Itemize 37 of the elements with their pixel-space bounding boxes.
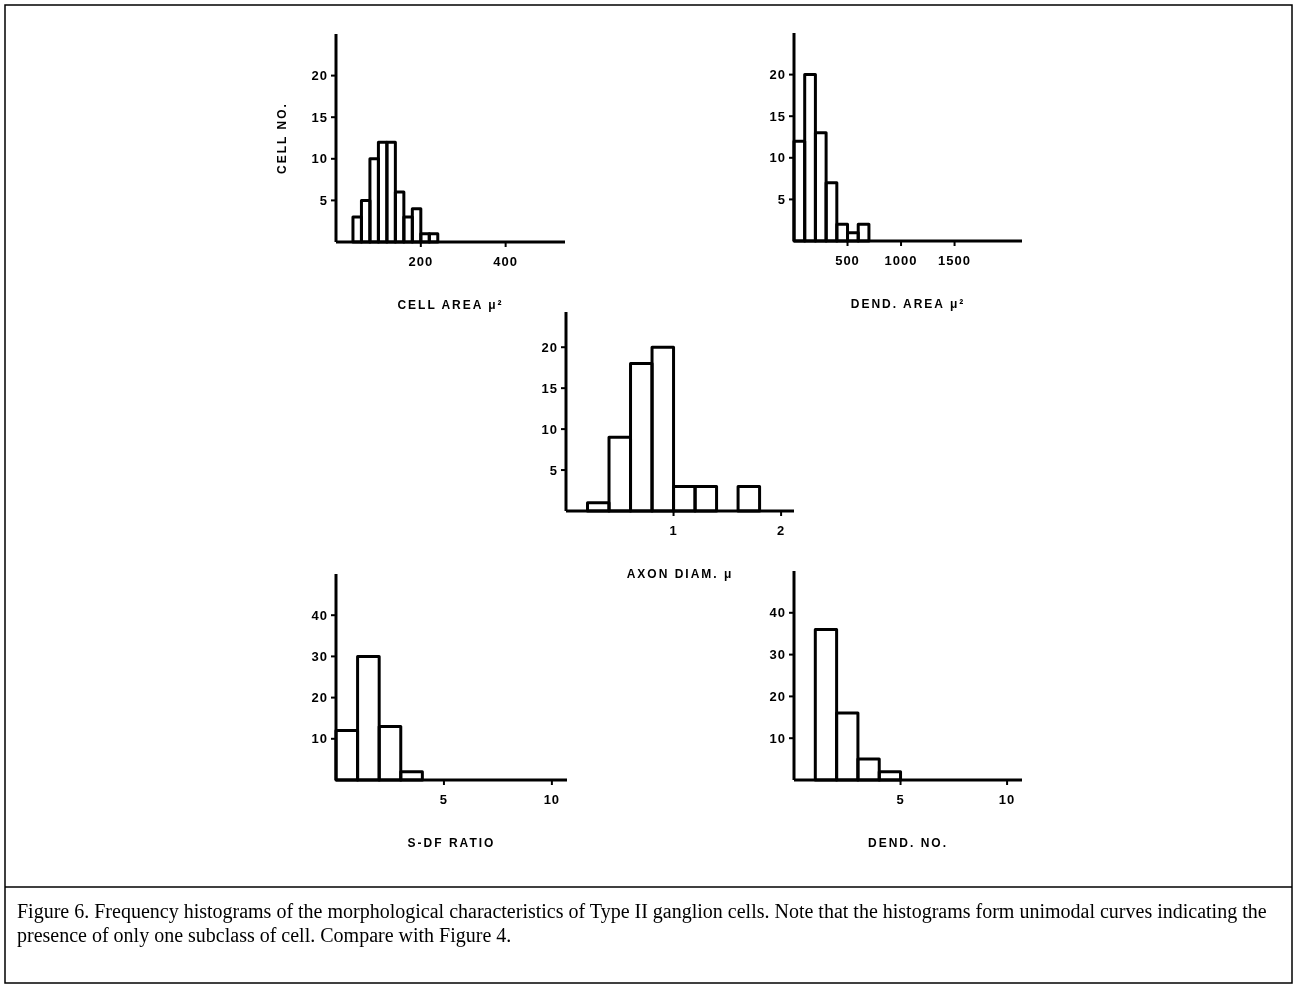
x-tick-label: 1 xyxy=(669,523,678,538)
x-axis-title: CELL AREA μ² xyxy=(397,298,504,312)
y-tick-label: 40 xyxy=(769,605,786,621)
x-axis-title: S-DF RATIO xyxy=(407,836,496,850)
y-tick-label: 30 xyxy=(311,648,328,664)
x-tick-label: 2 xyxy=(776,523,786,538)
y-tick-label: 20 xyxy=(311,68,328,84)
x-tick-label: 10 xyxy=(998,792,1016,807)
y-tick-label: 20 xyxy=(769,67,786,83)
y-tick-label: 10 xyxy=(769,730,786,746)
caption: Figure 6. Frequency histograms of the morphological characteristics of Type II ganglion cells. Note that the histograms form unimodal curves indicating the presence of only one subclass of cell. Compare with Figure 4. xyxy=(17,900,1267,947)
y-axis-title: CELL NO. xyxy=(275,102,289,174)
y-tick-label: 40 xyxy=(311,607,328,623)
x-tick-label: 1500 xyxy=(938,253,972,268)
y-tick-label: 15 xyxy=(311,109,328,125)
y-tick-label: 10 xyxy=(311,731,328,747)
y-tick-label: 20 xyxy=(541,339,558,355)
x-tick-label: 500 xyxy=(835,253,860,268)
y-tick-label: 15 xyxy=(769,108,786,124)
y-tick-label: 10 xyxy=(769,150,786,166)
x-tick-label: 1000 xyxy=(884,253,918,268)
y-tick-label: 15 xyxy=(541,380,558,396)
x-tick-label: 400 xyxy=(493,254,518,269)
y-tick-label: 10 xyxy=(311,151,328,167)
y-tick-label: 5 xyxy=(549,462,558,478)
y-tick-label: 20 xyxy=(311,690,328,706)
x-axis-title: DEND. AREA μ² xyxy=(850,297,966,311)
x-axis-title: DEND. NO. xyxy=(867,836,949,850)
x-tick-label: 5 xyxy=(896,792,905,807)
x-axis-title: AXON DIAM. μ xyxy=(626,567,734,581)
y-tick-label: 10 xyxy=(541,421,558,437)
y-tick-label: 20 xyxy=(769,688,786,704)
x-tick-label: 5 xyxy=(439,792,449,807)
y-tick-label: 30 xyxy=(769,647,786,663)
x-tick-label: 200 xyxy=(408,254,434,269)
y-tick-label: 5 xyxy=(319,192,328,208)
y-tick-label: 5 xyxy=(777,191,786,207)
